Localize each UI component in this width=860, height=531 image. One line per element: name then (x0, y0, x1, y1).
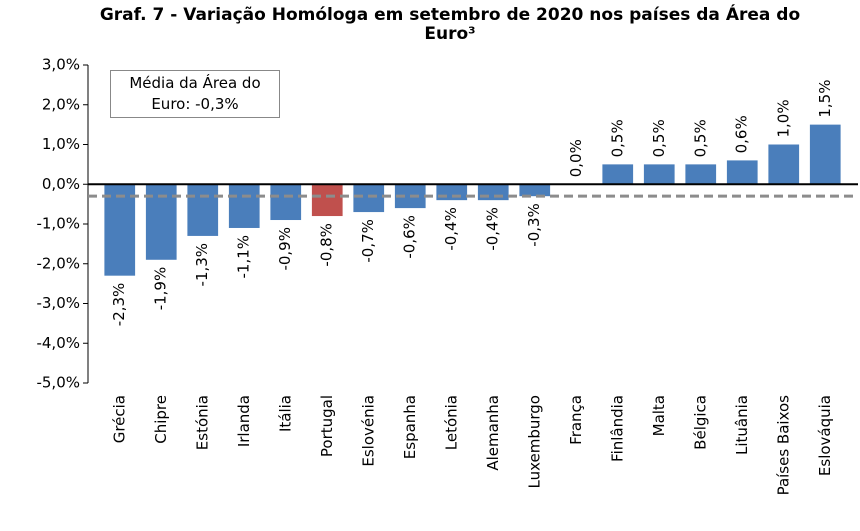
x-tick-label: Países Baixos (774, 395, 792, 496)
y-tick-label: -1,0% (36, 215, 80, 233)
y-tick-label: 2,0% (42, 95, 80, 113)
x-tick-label: Portugal (318, 395, 336, 457)
bar (104, 184, 136, 276)
value-label: -1,3% (193, 243, 211, 287)
value-label: -0,8% (318, 223, 336, 267)
bar (353, 184, 385, 213)
value-label: 0,5% (691, 119, 709, 157)
x-tick-label: Estónia (193, 395, 211, 450)
x-tick-label: Bélgica (691, 395, 709, 450)
bar (187, 184, 219, 236)
y-tick-label: -4,0% (36, 334, 80, 352)
value-label: 0,5% (650, 119, 668, 157)
bar (809, 124, 841, 185)
value-label: -0,9% (276, 227, 294, 271)
y-tick-label: -3,0% (36, 294, 80, 312)
y-tick-label: 3,0% (42, 56, 80, 74)
value-label: 0,6% (733, 115, 751, 153)
value-label: -0,3% (525, 203, 543, 247)
y-tick-label: 0,0% (42, 175, 80, 193)
bar (768, 144, 800, 185)
bar (311, 184, 343, 217)
value-label: 1,5% (816, 80, 834, 118)
y-tick-label: -2,0% (36, 254, 80, 272)
x-tick-label: Chipre (152, 395, 170, 444)
bar (726, 160, 758, 185)
value-label: 0,5% (608, 119, 626, 157)
x-tick-label: França (567, 395, 585, 445)
bar (602, 164, 634, 185)
x-tick-label: Luxemburgo (525, 395, 543, 489)
value-label: -0,4% (442, 207, 460, 251)
bar (685, 164, 717, 185)
y-tick-label: -5,0% (36, 374, 80, 392)
value-label: -1,1% (235, 235, 253, 279)
x-tick-label: Eslovénia (359, 395, 377, 467)
x-tick-label: Finlândia (608, 395, 626, 462)
bar (643, 164, 675, 185)
bar (228, 184, 260, 228)
bar (436, 184, 468, 201)
x-tick-label: Grécia (110, 395, 128, 443)
x-tick-label: Espanha (401, 395, 419, 459)
value-label: -0,6% (401, 215, 419, 259)
x-tick-label: Eslováquia (816, 395, 834, 476)
x-tick-label: Letónia (442, 395, 460, 450)
value-label: -0,7% (359, 219, 377, 263)
value-label: -2,3% (110, 283, 128, 327)
x-tick-label: Itália (276, 395, 294, 432)
x-tick-label: Alemanha (484, 395, 502, 471)
value-label: 0,0% (567, 139, 585, 177)
x-tick-label: Lituânia (733, 395, 751, 455)
y-tick-label: 1,0% (42, 135, 80, 153)
bar (519, 184, 551, 197)
x-tick-label: Malta (650, 395, 668, 436)
bar (477, 184, 509, 201)
value-label: 1,0% (774, 99, 792, 137)
value-label: -0,4% (484, 207, 502, 251)
value-label: -1,9% (152, 267, 170, 311)
bar (270, 184, 302, 221)
average-annotation: Média da Área do Euro: -0,3% (110, 70, 280, 118)
x-tick-label: Irlanda (235, 395, 253, 447)
chart-title: Graf. 7 - Variação Homóloga em setembro … (99, 5, 801, 44)
